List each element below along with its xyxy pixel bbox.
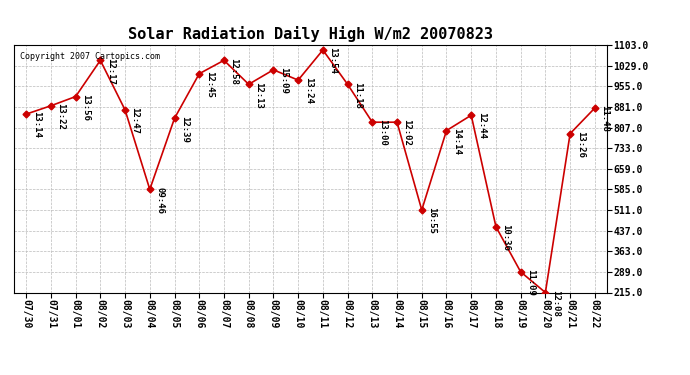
Text: 11:09: 11:09 bbox=[526, 269, 535, 296]
Text: 09:46: 09:46 bbox=[155, 187, 164, 213]
Text: 13:00: 13:00 bbox=[378, 119, 387, 146]
Text: 12:17: 12:17 bbox=[106, 57, 115, 84]
Text: 12:44: 12:44 bbox=[477, 112, 486, 140]
Text: 15:09: 15:09 bbox=[279, 67, 288, 94]
Text: 13:22: 13:22 bbox=[57, 103, 66, 130]
Text: 12:47: 12:47 bbox=[130, 107, 139, 134]
Text: Copyright 2007 Cartopics.com: Copyright 2007 Cartopics.com bbox=[20, 53, 159, 62]
Text: 13:14: 13:14 bbox=[32, 111, 41, 138]
Text: 13:54: 13:54 bbox=[328, 47, 337, 74]
Title: Solar Radiation Daily High W/m2 20070823: Solar Radiation Daily High W/m2 20070823 bbox=[128, 27, 493, 42]
Text: 13:24: 13:24 bbox=[304, 77, 313, 104]
Text: 12:02: 12:02 bbox=[402, 119, 412, 146]
Text: 12:39: 12:39 bbox=[180, 116, 189, 142]
Text: 13:26: 13:26 bbox=[575, 131, 584, 158]
Text: 11:18: 11:18 bbox=[353, 81, 362, 108]
Text: 10:36: 10:36 bbox=[502, 224, 511, 251]
Text: 12:58: 12:58 bbox=[230, 57, 239, 84]
Text: 16:55: 16:55 bbox=[427, 207, 436, 234]
Text: 14:14: 14:14 bbox=[452, 128, 461, 154]
Text: 11:48: 11:48 bbox=[600, 105, 609, 132]
Text: 13:56: 13:56 bbox=[81, 94, 90, 121]
Text: 12:08: 12:08 bbox=[551, 290, 560, 316]
Text: 12:45: 12:45 bbox=[205, 71, 214, 98]
Text: 12:13: 12:13 bbox=[254, 81, 264, 108]
